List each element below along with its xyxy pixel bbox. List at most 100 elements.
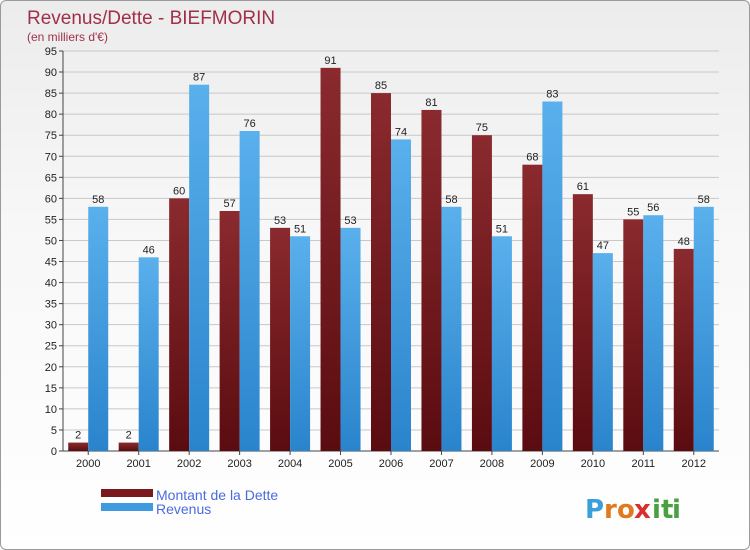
bar-dette (371, 93, 391, 452)
value-label-revenus: 58 (92, 194, 104, 206)
y-tick-label: 25 (45, 341, 57, 353)
bar-revenus (391, 139, 411, 451)
legend-label-debt: Montant de la Dette (156, 487, 278, 503)
x-tick-label: 2007 (429, 458, 453, 470)
bar-dette (572, 194, 593, 451)
bars: 2 58 2 46 60 87 57 76 53 51 91 53 85 74 81 58 75 51 68 83 61… (68, 55, 714, 452)
x-tick-label: 2000 (76, 458, 100, 470)
x-tick-label: 2004 (278, 458, 302, 470)
bar-dette (320, 67, 341, 451)
bar-revenus (189, 84, 210, 452)
value-label-revenus: 76 (243, 118, 255, 130)
bar-dette (471, 135, 492, 452)
value-label-revenus: 51 (496, 223, 508, 235)
bar-revenus (542, 101, 563, 452)
x-tick-label: 2012 (682, 458, 706, 470)
legend-label-revenus: Revenus (156, 501, 211, 517)
bar-revenus (643, 215, 664, 451)
y-tick-label: 65 (45, 172, 57, 184)
bar-revenus (138, 257, 159, 451)
value-label-revenus: 51 (294, 223, 306, 235)
logo-letter: o (617, 495, 635, 525)
value-label-revenus: 56 (647, 202, 659, 214)
x-tick-label: 2003 (227, 458, 251, 470)
bar-dette (673, 248, 694, 451)
value-label-revenus: 87 (193, 72, 205, 84)
y-tick-label: 75 (45, 130, 57, 142)
value-label-dette: 2 (75, 430, 81, 442)
value-label-revenus: 46 (143, 244, 155, 256)
y-tick-label: 85 (45, 88, 57, 100)
y-tick-label: 55 (45, 214, 57, 226)
bar-dette (522, 164, 543, 451)
y-tick-label: 45 (45, 257, 57, 269)
y-tick-label: 40 (45, 278, 57, 290)
legend: Montant de la Dette Revenus (101, 487, 278, 517)
y-tick-label: 20 (45, 362, 57, 374)
value-label-dette: 55 (627, 206, 639, 218)
chart-subtitle: (en milliers d'€) (27, 30, 108, 44)
x-axis-ticks: 2000 2001 2002 2003 2004 2005 2006 2007 2008 2009… (76, 451, 706, 470)
value-label-revenus: 58 (445, 194, 457, 206)
legend-swatch-revenus (101, 503, 153, 511)
bar-revenus (592, 253, 613, 451)
value-label-dette: 48 (678, 236, 690, 248)
bar-revenus (491, 236, 512, 451)
x-tick-label: 2008 (480, 458, 504, 470)
chart-title: Revenus/Dette - BIEFMORIN (27, 8, 275, 29)
y-tick-label: 30 (45, 320, 57, 332)
bar-revenus (693, 206, 714, 451)
legend-swatch-debt (101, 489, 153, 497)
y-tick-label: 70 (45, 151, 57, 163)
value-label-revenus: 83 (546, 89, 558, 101)
logo-letter: t (661, 495, 673, 525)
bar-revenus (239, 131, 260, 451)
bar-dette (169, 198, 190, 451)
bar-dette (421, 109, 442, 452)
value-label-dette: 60 (173, 185, 185, 197)
bar-revenus (340, 227, 361, 451)
value-label-dette: 61 (577, 181, 589, 193)
logo-letter: x (634, 495, 651, 525)
y-tick-label: 50 (45, 235, 57, 247)
value-label-revenus: 74 (395, 126, 407, 138)
value-label-dette: 91 (324, 55, 336, 67)
bar-revenus (290, 236, 311, 451)
value-label-revenus: 47 (597, 240, 609, 252)
value-label-dette: 68 (526, 152, 538, 164)
bar-dette (219, 211, 240, 451)
logo-letter: r (604, 495, 617, 525)
value-label-dette: 2 (126, 430, 132, 442)
y-tick-label: 5 (51, 425, 57, 437)
y-tick-label: 60 (45, 193, 57, 205)
y-tick-label: 80 (45, 109, 57, 121)
y-tick-label: 90 (45, 67, 57, 79)
y-tick-label: 0 (51, 446, 57, 458)
y-tick-label: 95 (45, 46, 57, 58)
bar-revenus (88, 206, 109, 451)
y-tick-label: 35 (45, 299, 57, 311)
x-tick-label: 2002 (177, 458, 201, 470)
logo-letter: i (672, 495, 681, 525)
bar-revenus (441, 206, 462, 451)
x-tick-label: 2011 (631, 458, 655, 470)
logo-letter: i (652, 495, 661, 525)
value-label-dette: 53 (274, 215, 286, 227)
value-label-dette: 85 (375, 80, 387, 92)
x-tick-label: 2010 (581, 458, 605, 470)
bar-dette (270, 227, 291, 451)
x-tick-label: 2009 (530, 458, 554, 470)
bar-dette (623, 219, 644, 451)
y-tick-label: 10 (45, 404, 57, 416)
x-tick-label: 2001 (126, 458, 150, 470)
x-tick-label: 2005 (328, 458, 352, 470)
bar-dette (118, 442, 139, 451)
value-label-dette: 57 (223, 198, 235, 210)
value-label-dette: 81 (425, 97, 437, 109)
logo-letter: P (585, 495, 604, 525)
x-tick-label: 2006 (379, 458, 403, 470)
y-tick-label: 15 (45, 383, 57, 395)
